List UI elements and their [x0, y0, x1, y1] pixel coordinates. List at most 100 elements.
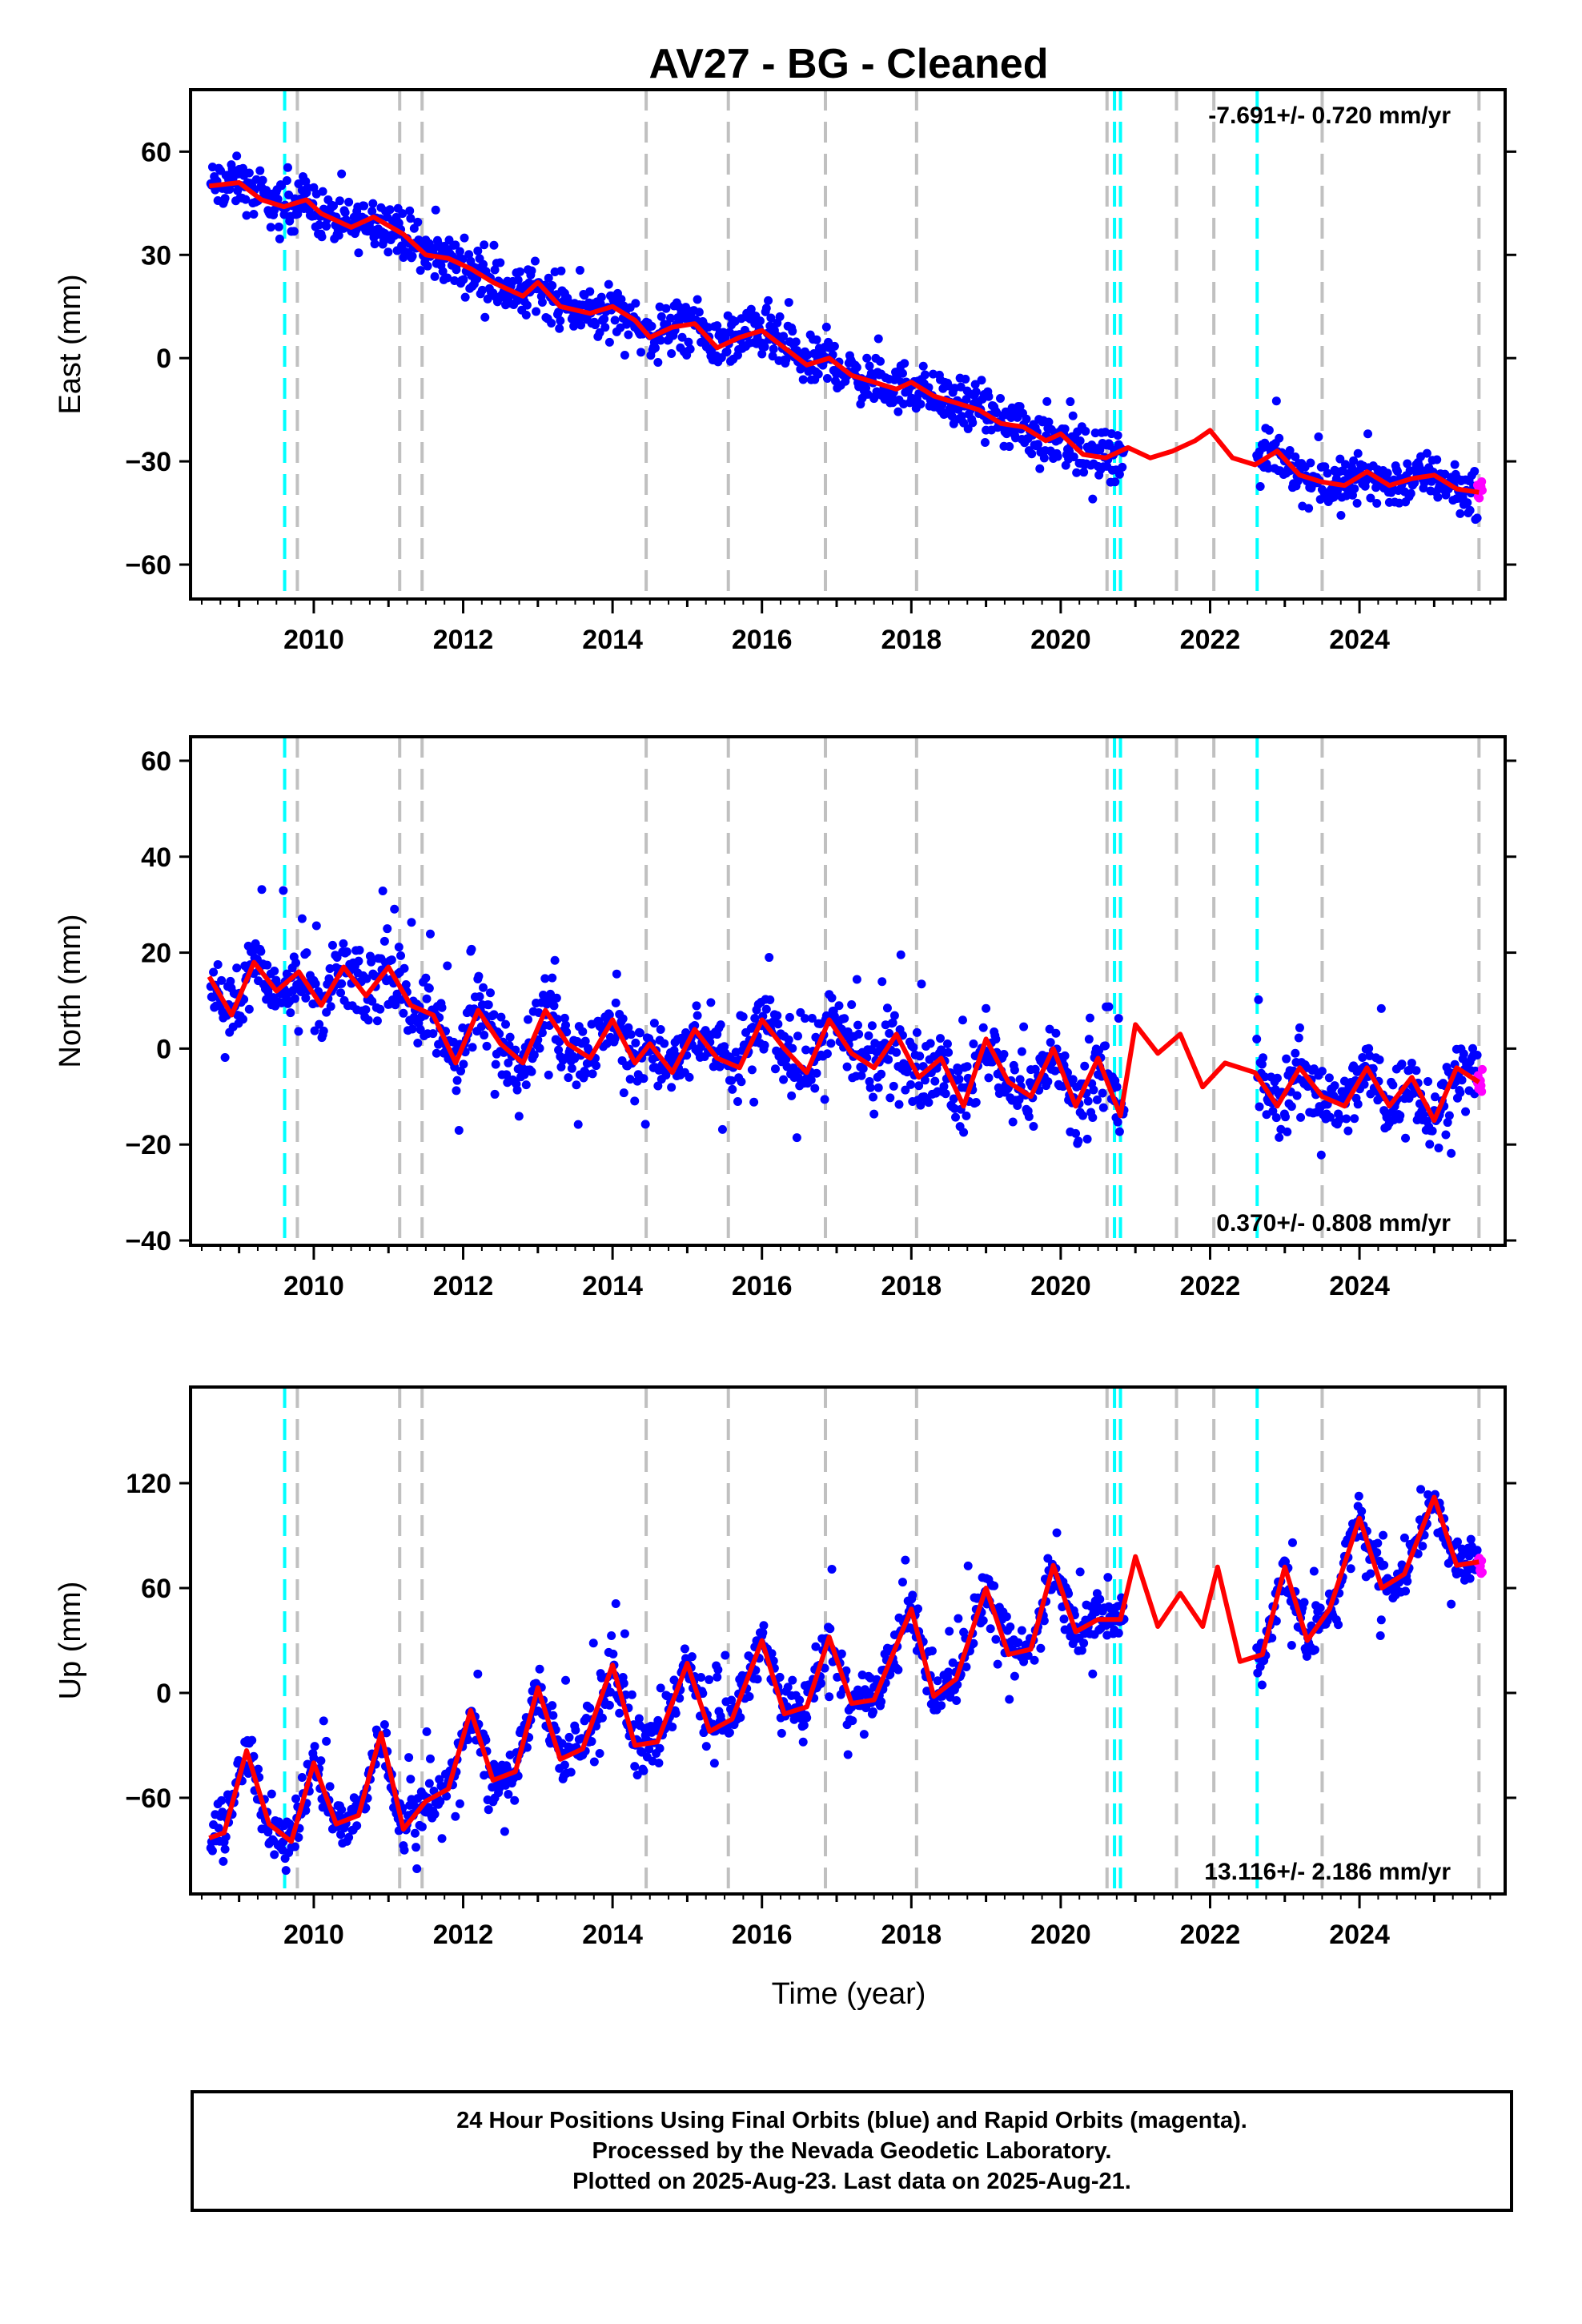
final-orbit-point [422, 994, 432, 1003]
final-orbit-point [947, 412, 957, 421]
final-orbit-point [1463, 498, 1472, 508]
final-orbit-point [535, 1043, 544, 1053]
final-orbit-point [944, 1667, 954, 1677]
final-orbit-point [336, 988, 346, 998]
final-orbit-point [279, 886, 288, 895]
final-orbit-point [502, 1070, 512, 1080]
final-orbit-point [661, 304, 671, 313]
final-orbit-point [1263, 464, 1273, 473]
final-orbit-point [1080, 1061, 1090, 1071]
final-orbit-point [1092, 1095, 1102, 1104]
final-orbit-point [1072, 468, 1082, 477]
final-orbit-point [460, 233, 469, 243]
final-orbit-point [458, 1023, 468, 1033]
final-orbit-point [521, 1080, 531, 1090]
final-orbit-point [627, 1690, 636, 1699]
final-orbit-point [317, 232, 327, 242]
final-orbit-point [544, 273, 553, 283]
final-orbit-point [1459, 1049, 1468, 1059]
final-orbit-point [266, 223, 275, 232]
final-orbit-point [1034, 440, 1043, 449]
final-orbit-point [655, 1743, 665, 1753]
final-orbit-point [788, 327, 797, 336]
final-orbit-point [1082, 1134, 1092, 1144]
final-orbit-point [760, 1040, 769, 1050]
y-tick-label: −40 [125, 1226, 171, 1256]
final-orbit-point [653, 357, 663, 367]
final-orbit-point [332, 952, 342, 962]
final-orbit-point [715, 1062, 725, 1072]
final-orbit-point [999, 1049, 1009, 1059]
final-orbit-point [588, 1638, 598, 1648]
final-orbit-point [1383, 468, 1392, 478]
final-orbit-point [1326, 1112, 1335, 1122]
final-orbit-point [1114, 1014, 1123, 1023]
final-orbit-point [1268, 1106, 1278, 1116]
final-orbit-point [620, 350, 629, 360]
y-tick-label: −60 [125, 550, 171, 581]
final-orbit-point [1359, 1080, 1369, 1089]
final-orbit-point [1017, 1047, 1026, 1056]
x-tick-label: 2014 [582, 1920, 643, 1950]
final-orbit-point [416, 266, 425, 275]
final-orbit-point [1255, 481, 1265, 491]
final-orbit-point [382, 1728, 391, 1738]
final-orbit-point [1081, 426, 1090, 436]
y-tick-label: 40 [141, 842, 171, 873]
final-orbit-point [319, 1026, 328, 1035]
final-orbit-point [693, 1011, 702, 1020]
final-orbit-point [1292, 1091, 1302, 1100]
final-orbit-point [1281, 1112, 1291, 1122]
final-orbit-point [698, 1689, 708, 1699]
final-orbit-point [257, 885, 267, 895]
final-orbit-point [783, 1683, 793, 1692]
final-orbit-point [562, 1027, 572, 1037]
y-tick-label: −60 [125, 1783, 171, 1814]
final-orbit-point [733, 1096, 742, 1106]
final-orbit-point [500, 1827, 509, 1836]
x-tick-label: 2022 [1180, 1271, 1241, 1301]
final-orbit-point [406, 214, 416, 223]
final-orbit-point [864, 1031, 873, 1040]
final-orbit-point [522, 300, 532, 310]
final-orbit-point [242, 211, 251, 220]
final-orbit-point [219, 1856, 228, 1866]
final-orbit-point [555, 1037, 564, 1047]
final-orbit-point [1376, 1003, 1386, 1013]
final-orbit-point [1366, 493, 1375, 503]
panel-up: −60 0 60 120 2010 2012 2014 2016 2018 2020 2022 202… [54, 1385, 1516, 1950]
final-orbit-point [949, 1094, 958, 1104]
final-orbit-point [325, 1782, 335, 1791]
rapid-orbit-point [1475, 493, 1484, 503]
final-orbit-point [468, 1043, 477, 1052]
final-orbit-point [1399, 1533, 1409, 1542]
final-orbit-point [1014, 1638, 1023, 1647]
final-orbit-point [336, 1830, 346, 1839]
final-orbit-point [1461, 1107, 1471, 1116]
model-fit-line [208, 180, 1480, 495]
final-orbit-point [1332, 486, 1342, 496]
final-orbit-point [1024, 1112, 1034, 1121]
final-orbit-point [596, 299, 605, 308]
final-orbit-point [942, 1039, 952, 1049]
final-orbit-point [232, 151, 242, 161]
final-orbit-point [1015, 402, 1025, 412]
final-orbit-point [408, 1024, 417, 1034]
final-orbit-point [959, 1128, 969, 1137]
final-orbit-point [616, 295, 626, 304]
final-orbit-point [1291, 1048, 1300, 1058]
final-orbit-point [1366, 1569, 1375, 1578]
final-orbit-point [969, 1638, 978, 1648]
final-orbit-point [1045, 1024, 1054, 1034]
final-orbit-point [1330, 1081, 1339, 1091]
final-orbit-point [892, 1047, 901, 1057]
final-orbit-point [753, 1675, 762, 1684]
final-orbit-point [640, 1120, 650, 1129]
final-orbit-point [555, 324, 564, 333]
final-orbit-point [510, 1795, 520, 1805]
final-orbit-point [909, 1043, 918, 1052]
final-orbit-point [477, 285, 487, 295]
final-orbit-point [1257, 1059, 1267, 1069]
final-orbit-point [615, 1708, 624, 1718]
x-tick-label: 2014 [582, 625, 643, 655]
